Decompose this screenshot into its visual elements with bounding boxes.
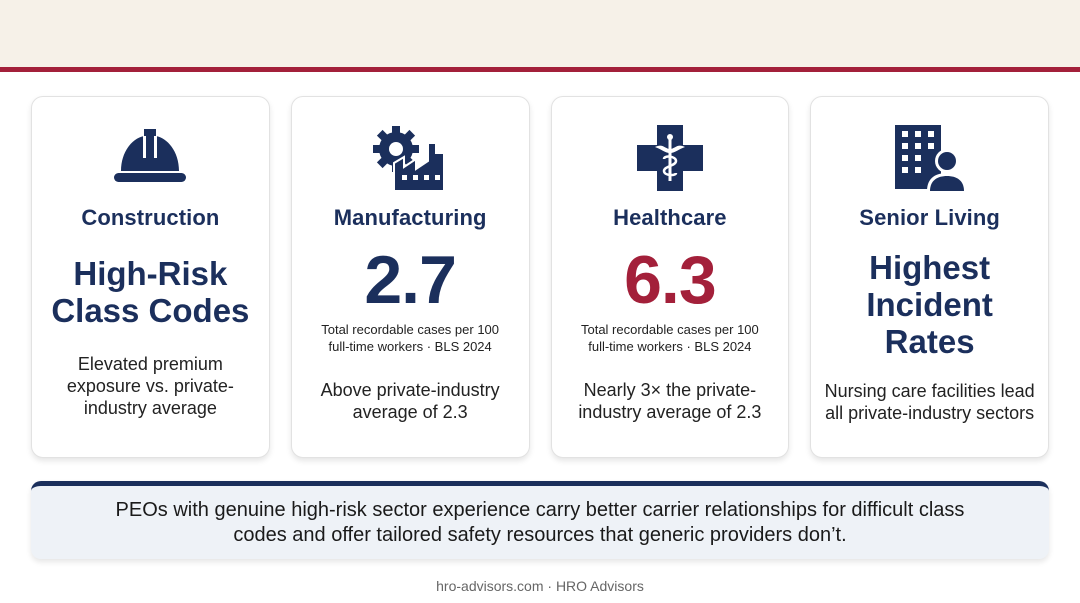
- industry-cards: Construction High-Risk Class Codes Eleva…: [31, 96, 1049, 458]
- card-stat-source: Total recordable cases per 100 full-time…: [580, 322, 759, 354]
- card-description: Nursing care facilities lead all private…: [824, 381, 1035, 423]
- footer-text: hro-advisors.com · HRO Advisors: [436, 578, 644, 594]
- card-description: Above private-industry average of 2.3: [320, 380, 500, 422]
- medical-caduceus-icon: [625, 123, 715, 193]
- hard-hat-icon: [105, 123, 195, 193]
- callout-text: PEOs with genuine high-risk sector exper…: [115, 498, 965, 546]
- card-title: Manufacturing: [333, 205, 487, 230]
- card-title: Senior Living: [859, 205, 1000, 230]
- card-manufacturing: Manufacturing 2.7 Total recordable cases…: [290, 96, 530, 458]
- card-description: Nearly 3× the private-industry average o…: [578, 380, 762, 422]
- card-description: Elevated premium exposure vs. private-in…: [66, 354, 234, 418]
- header-divider: [0, 67, 1080, 72]
- card-stat-value: 2.7: [364, 242, 457, 318]
- card-stat-source: Total recordable cases per 100 full-time…: [321, 322, 500, 354]
- card-title: Construction: [81, 205, 220, 230]
- building-person-icon: [885, 123, 975, 193]
- card-headline: Highest Incident Rates: [866, 249, 993, 360]
- card-headline: High-Risk Class Codes: [51, 255, 250, 329]
- card-healthcare: Healthcare 6.3 Total recordable cases pe…: [550, 96, 790, 458]
- header-band: [0, 0, 1080, 67]
- summary-callout: PEOs with genuine high-risk sector exper…: [31, 481, 1049, 559]
- card-title: Healthcare: [613, 205, 727, 230]
- card-senior-living: Senior Living Highest Incident Rates Nur…: [810, 96, 1049, 458]
- card-construction: Construction High-Risk Class Codes Eleva…: [31, 96, 270, 458]
- gear-factory-icon: [365, 123, 455, 193]
- card-stat-value: 6.3: [624, 242, 717, 318]
